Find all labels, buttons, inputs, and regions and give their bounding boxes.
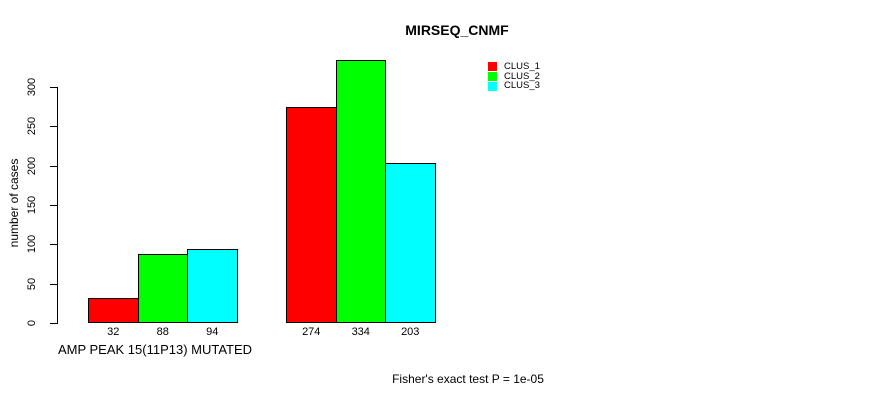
legend-item-clus_3: CLUS_3 xyxy=(488,81,540,91)
bar-clus_1-group2 xyxy=(286,107,337,323)
bar-clus_2-group1 xyxy=(137,253,188,323)
bar-value-label: 334 xyxy=(351,326,370,338)
legend-item-clus_2: CLUS_2 xyxy=(488,70,540,82)
bar-clus_3-group2 xyxy=(385,163,436,323)
bar-value-label: 32 xyxy=(107,326,120,338)
y-axis-tick-mark xyxy=(50,165,57,167)
bar-value-label: 203 xyxy=(401,326,420,338)
bar-clus_1-group1 xyxy=(88,297,139,323)
legend-swatch-icon xyxy=(488,81,497,91)
bar-clus_3-group1 xyxy=(187,249,238,323)
legend-label: CLUS_2 xyxy=(504,70,540,82)
y-axis-title: number of cases xyxy=(7,158,21,248)
legend-label: CLUS_1 xyxy=(504,61,540,72)
legend-item-clus_1: CLUS_1 xyxy=(488,62,540,72)
y-axis-tick-label: 100 xyxy=(26,235,38,254)
y-axis-tick-mark xyxy=(50,244,57,246)
y-axis-tick-mark xyxy=(50,283,57,285)
y-axis-tick-label: 300 xyxy=(26,77,38,97)
y-axis-tick-mark xyxy=(50,87,57,88)
x-group-label: AMP PEAK 15(11P13) MUTATED xyxy=(57,342,253,357)
annotation-text: Fisher's exact test P = 1e-05 xyxy=(392,372,544,386)
legend-swatch-icon xyxy=(488,62,497,72)
legend: CLUS_1 CLUS_2 CLUS_3 xyxy=(488,62,540,91)
bar-value-label: 88 xyxy=(156,326,169,338)
y-axis-tick-label: 150 xyxy=(26,195,38,215)
y-axis-tick-mark xyxy=(50,323,57,324)
y-axis-tick-label: 50 xyxy=(26,277,38,290)
y-axis-tick-label: 0 xyxy=(26,319,38,327)
bar-clus_2-group2 xyxy=(335,60,386,323)
y-axis-tick-mark xyxy=(50,126,57,128)
y-axis-tick-label: 250 xyxy=(26,117,38,136)
bar-value-label: 274 xyxy=(302,326,321,338)
y-axis-line xyxy=(57,87,58,324)
legend-swatch-icon xyxy=(488,72,497,82)
legend-label: CLUS_3 xyxy=(504,80,540,92)
chart-title: MIRSEQ_CNMF xyxy=(405,22,509,38)
y-axis-tick-label: 200 xyxy=(26,156,38,175)
bar-value-label: 94 xyxy=(206,326,219,338)
y-axis-tick-mark xyxy=(50,205,57,206)
